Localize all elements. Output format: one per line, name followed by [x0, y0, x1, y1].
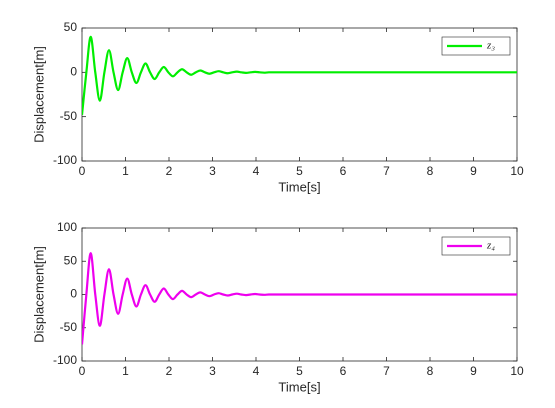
- y-tick-label: -50: [60, 109, 78, 123]
- y-axis-label: Displacement[m]: [31, 46, 46, 143]
- x-tick-label: 7: [383, 164, 390, 178]
- x-tick-label: 10: [510, 364, 524, 378]
- y-tick-label: 50: [64, 253, 78, 267]
- x-tick-label: 8: [427, 164, 434, 178]
- y-tick-label: 50: [64, 20, 78, 34]
- y-tick-label: -100: [53, 353, 77, 367]
- y-tick-label: -100: [53, 153, 77, 167]
- y-tick-label: -50: [60, 320, 78, 334]
- x-tick-label: 10: [510, 164, 524, 178]
- x-tick-label: 9: [470, 364, 477, 378]
- legend-label: z₃: [486, 40, 495, 52]
- x-tick-label: 3: [209, 364, 216, 378]
- y-axis-label: Displacement[m]: [31, 246, 46, 343]
- x-tick-label: 0: [79, 364, 86, 378]
- x-tick-label: 2: [166, 364, 173, 378]
- x-tick-label: 9: [470, 164, 477, 178]
- x-tick-label: 6: [340, 364, 347, 378]
- x-axis-label: Time[s]: [278, 379, 320, 394]
- x-tick-label: 1: [122, 164, 129, 178]
- x-tick-label: 6: [340, 164, 347, 178]
- x-tick-label: 5: [296, 164, 303, 178]
- x-tick-label: 7: [383, 364, 390, 378]
- x-axis-label: Time[s]: [278, 179, 320, 194]
- x-tick-label: 8: [427, 364, 434, 378]
- legend-label: z₄: [486, 240, 495, 252]
- x-tick-label: 1: [122, 364, 129, 378]
- data-line: [82, 252, 517, 345]
- x-tick-label: 2: [166, 164, 173, 178]
- data-line: [82, 35, 517, 116]
- y-tick-label: 0: [70, 287, 77, 301]
- x-tick-label: 3: [209, 164, 216, 178]
- x-tick-label: 0: [79, 164, 86, 178]
- x-tick-label: 5: [296, 364, 303, 378]
- x-tick-label: 4: [253, 164, 260, 178]
- y-tick-label: 0: [70, 65, 77, 79]
- y-tick-label: 100: [57, 220, 77, 234]
- x-tick-label: 4: [253, 364, 260, 378]
